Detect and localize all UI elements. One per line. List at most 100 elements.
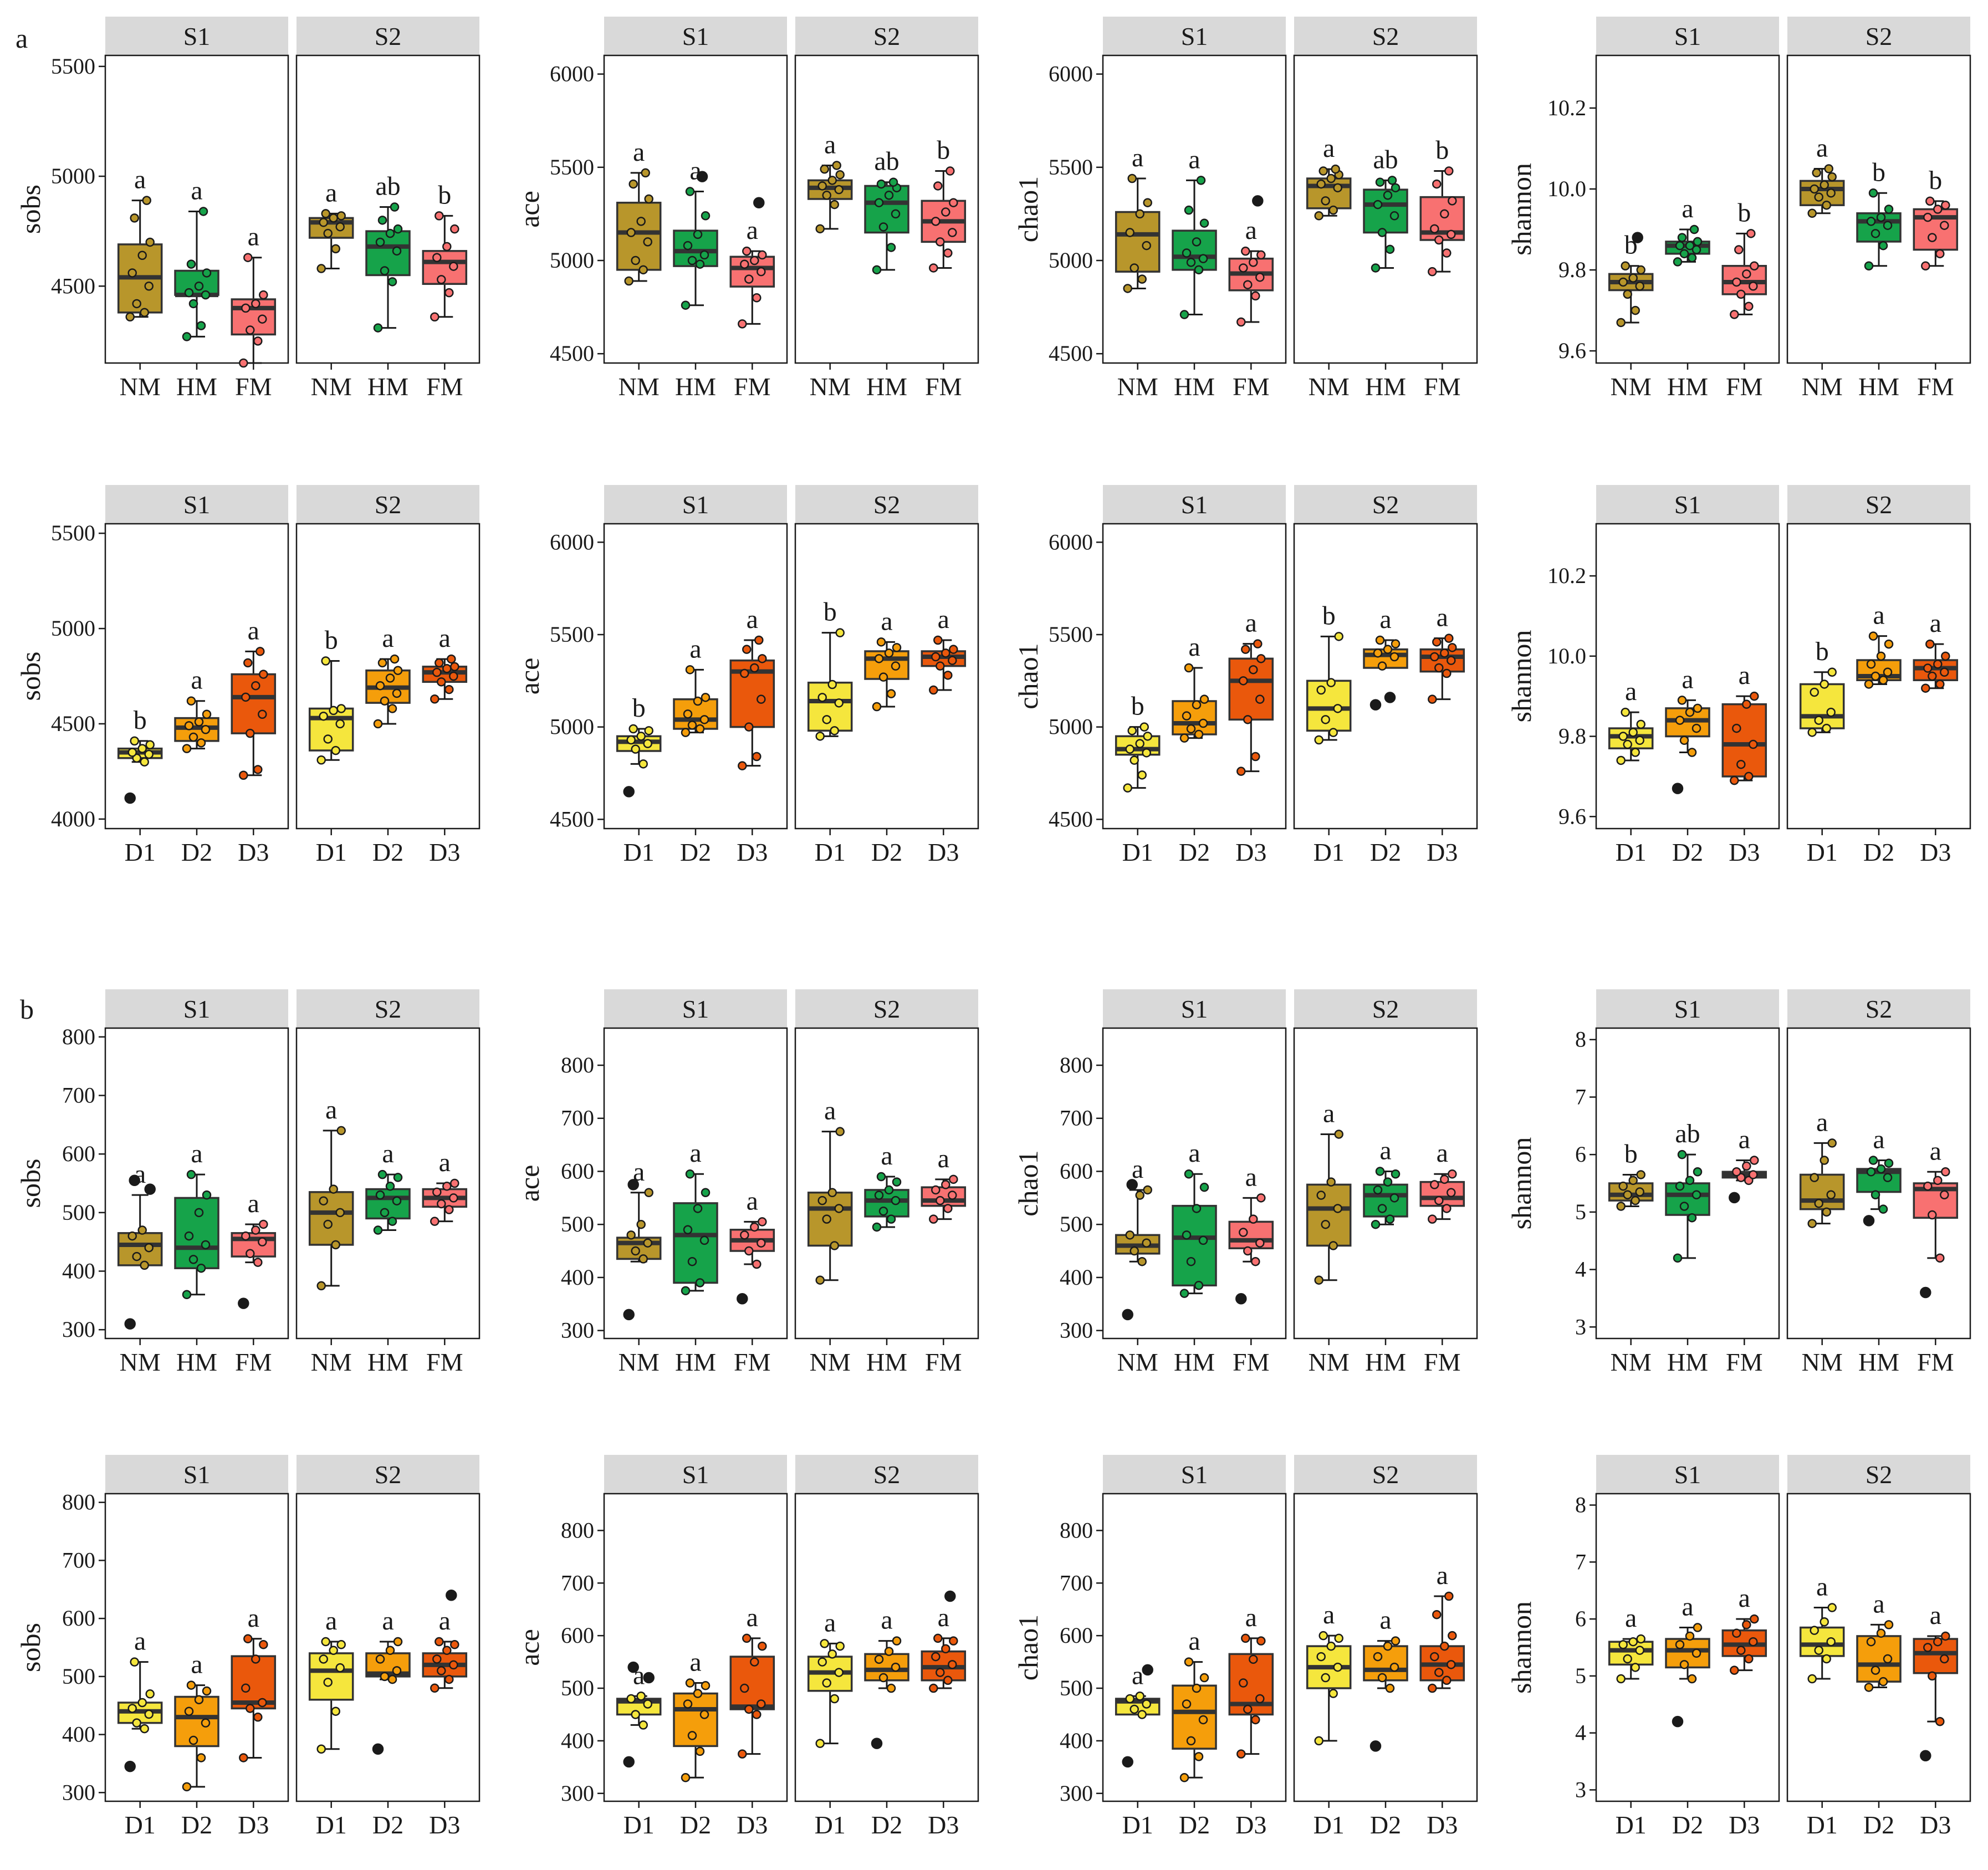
facet-strip-label: S2: [1866, 995, 1893, 1023]
data-point: [380, 1672, 390, 1682]
data-point: [683, 241, 693, 251]
y-tick-label: 6000: [550, 529, 594, 554]
significance-letter: a: [1437, 603, 1448, 632]
box-D1: b D1: [1799, 637, 1845, 866]
data-point: [186, 696, 196, 706]
data-point: [1182, 1699, 1192, 1709]
facet-strip: [1787, 1455, 1970, 1494]
data-point: [1241, 1633, 1250, 1643]
outlier-point: [871, 1738, 883, 1749]
data-point: [380, 696, 390, 706]
data-point: [834, 698, 844, 708]
data-point: [1137, 1710, 1147, 1719]
data-point: [681, 728, 691, 737]
data-point: [1135, 1191, 1144, 1200]
data-point: [430, 694, 439, 704]
significance-letter: a: [881, 606, 892, 636]
data-point: [1184, 205, 1194, 215]
data-point: [329, 1184, 338, 1194]
box-FM: a FM: [1913, 1136, 1959, 1376]
data-point: [1383, 1177, 1393, 1187]
data-point: [1434, 1668, 1444, 1677]
y-tick-label: 10.2: [1547, 563, 1586, 588]
data-point: [450, 1178, 459, 1188]
data-point: [1236, 317, 1246, 327]
data-point: [830, 200, 839, 210]
box-D1: b D1: [308, 626, 354, 866]
data-point: [1878, 241, 1888, 251]
data-point: [941, 648, 950, 658]
data-point: [1623, 1654, 1632, 1664]
data-point: [757, 1238, 766, 1248]
significance-letter: a: [1816, 1572, 1828, 1602]
iqr-box: [1799, 1626, 1845, 1657]
data-point: [695, 259, 705, 269]
data-point: [1249, 1214, 1258, 1224]
data-point: [1143, 732, 1152, 741]
data-point: [1321, 1673, 1330, 1683]
facet-strip: [1294, 485, 1477, 524]
data-point: [1137, 274, 1147, 284]
data-point: [948, 1660, 957, 1669]
x-tick-label: D3: [238, 838, 269, 866]
data-point: [1940, 1654, 1949, 1664]
data-point: [1675, 716, 1685, 725]
significance-letter: a: [1245, 1603, 1257, 1632]
data-point: [1137, 770, 1147, 780]
data-point: [758, 250, 767, 260]
significance-letter: a: [134, 1159, 146, 1189]
significance-letter: b: [1929, 166, 1942, 195]
significance-letter: a: [1816, 133, 1828, 162]
outlier-point: [1672, 783, 1684, 794]
y-tick-label: 600: [62, 1141, 95, 1166]
data-point: [198, 207, 208, 216]
data-point: [1749, 739, 1758, 749]
y-tick-label: 400: [561, 1265, 594, 1290]
data-point: [1864, 261, 1874, 270]
outlier-point: [372, 1743, 384, 1755]
outlier-point: [623, 786, 635, 798]
facet-strip: [297, 1455, 479, 1494]
box-D1: b D1: [1115, 692, 1161, 866]
box-HM: ab HM: [1665, 1119, 1710, 1376]
data-point: [636, 1692, 646, 1701]
data-point: [1807, 1674, 1817, 1684]
data-point: [1941, 1631, 1950, 1641]
data-point: [246, 325, 255, 335]
significance-letter: a: [824, 1608, 836, 1637]
significance-letter: a: [1873, 1125, 1884, 1154]
data-point: [194, 717, 204, 727]
y-tick-label: 3: [1575, 1314, 1586, 1339]
data-point: [636, 217, 646, 226]
data-point: [1447, 656, 1456, 665]
data-point: [936, 237, 945, 247]
data-point: [1448, 196, 1457, 206]
box-D2: a D2: [1363, 1606, 1408, 1839]
data-point: [835, 628, 845, 637]
data-point: [626, 735, 636, 745]
significance-letter: a: [938, 605, 949, 634]
data-point: [1385, 1214, 1395, 1224]
facet-strip-label: S2: [1866, 1460, 1893, 1489]
significance-letter: a: [325, 178, 337, 207]
data-point: [834, 1668, 844, 1677]
data-point: [1130, 755, 1139, 765]
x-tick-label: NM: [1117, 1348, 1158, 1376]
data-point: [687, 1731, 697, 1740]
facet-S2: S2 a NM ab HM b FM: [295, 17, 481, 401]
y-tick-label: 600: [561, 1623, 594, 1648]
significance-letter: a: [1625, 677, 1637, 706]
data-point: [188, 1255, 198, 1264]
facet-strip: [1294, 17, 1477, 55]
data-point: [1196, 176, 1206, 185]
data-point: [1691, 723, 1701, 733]
data-point: [1736, 289, 1746, 299]
box-FM: b FM: [1721, 198, 1767, 401]
data-point: [1135, 209, 1144, 219]
data-point: [239, 770, 248, 780]
data-point: [1373, 1185, 1383, 1195]
data-point: [1636, 1634, 1645, 1644]
data-point: [931, 217, 941, 226]
data-point: [392, 246, 402, 256]
x-tick-label: D1: [125, 838, 156, 866]
